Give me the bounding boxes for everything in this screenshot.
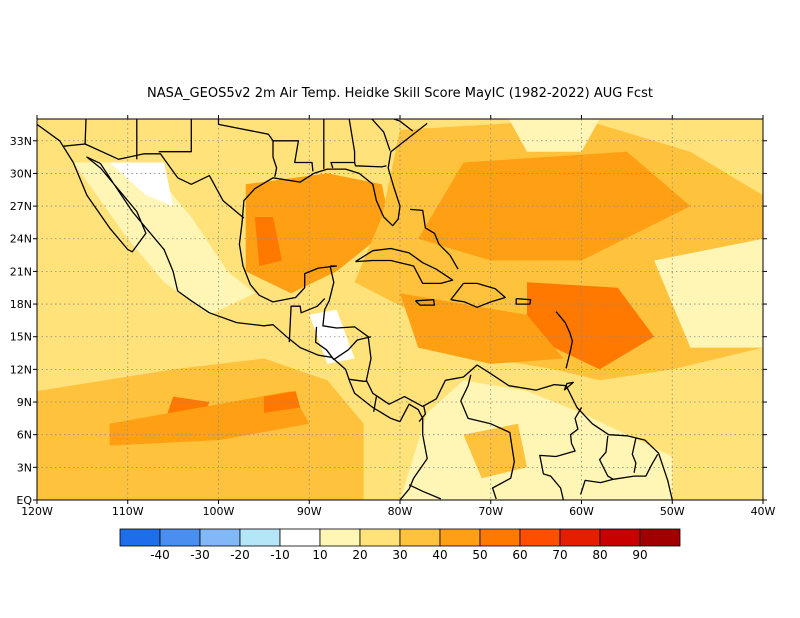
coastline-honduras-nicaragua: [333, 336, 372, 361]
coastline-us-states-fl-ga: [353, 162, 387, 168]
coastline-us-states-sc-nc: [371, 119, 414, 132]
coastline-jamaica: [414, 299, 436, 306]
skill-region-gulf-core: [254, 217, 282, 266]
coastline-colombia-ecuador-peru: [408, 484, 442, 500]
coastline-hispaniola: [450, 282, 506, 308]
colorbar-label: 50: [472, 548, 487, 562]
colorbar-swatch: [599, 528, 641, 547]
colorbar-swatch: [279, 528, 321, 547]
y-tick-label: 21N: [10, 265, 32, 278]
page-title: NASA_GEOS5v2 2m Air Temp. Heidke Skill S…: [147, 86, 653, 101]
colorbar-swatch: [479, 528, 521, 547]
x-tick-label: 40W: [751, 505, 776, 518]
y-tick-label: 27N: [10, 200, 32, 213]
coastline-bahamas: [409, 208, 459, 270]
x-axis-ticks: 120W 110W 100W 90W 80W 70W 60W 50W 40W: [21, 115, 776, 518]
colorbar-label: 70: [552, 548, 567, 562]
x-tick-label: 100W: [203, 505, 235, 518]
y-tick-label: 15N: [10, 331, 32, 344]
coastline-caribbean-coast-ca: [322, 265, 673, 500]
colorbar-label: 90: [632, 548, 647, 562]
x-tick-label: 50W: [660, 505, 685, 518]
y-tick-label: 33N: [10, 135, 32, 148]
coastlines: [37, 119, 673, 500]
coastline-panama-colombia: [418, 405, 427, 423]
y-tick-label: 9N: [17, 396, 32, 409]
coastline-colombia-venezuela: [460, 374, 515, 500]
y-tick-label: 18N: [10, 298, 32, 311]
colorbar-label: -30: [190, 548, 210, 562]
y-tick-label: 24N: [10, 233, 32, 246]
coastline-puerto-rico: [515, 297, 532, 305]
colorbar-swatch: [519, 528, 561, 547]
x-tick-label: 90W: [297, 505, 322, 518]
gridlines: [37, 119, 763, 500]
skill-region-pacific-core-2: [109, 391, 310, 446]
coastline-guyana-suriname: [598, 435, 614, 480]
x-tick-label: 80W: [388, 505, 413, 518]
skill-region-central-america-white: [309, 309, 355, 364]
colorbar-label: 40: [432, 548, 447, 562]
y-tick-label: 12N: [10, 363, 32, 376]
colorbar-label: -20: [230, 548, 250, 562]
skill-region-pacific-core-3: [263, 391, 301, 413]
x-tick-label: 110W: [112, 505, 144, 518]
coastline-venezuela-guyana: [539, 407, 583, 500]
skill-region-mexico-white: [109, 162, 174, 207]
colorbar-swatch: [159, 528, 201, 547]
skill-region-se-atlantic-pale: [654, 238, 763, 348]
coastline-us-states-ga-sc: [371, 119, 391, 151]
colorbar-label: 80: [592, 548, 607, 562]
colorbar-swatch: [119, 528, 161, 547]
coastline-mexico-guatemala-border: [288, 298, 326, 343]
coastline-fguiana-brazil: [579, 453, 659, 495]
coastline-north-america-coast: [37, 123, 428, 500]
coastline-guatemala-honduras: [314, 326, 335, 360]
y-tick-label: 6N: [17, 429, 32, 442]
skill-region-gulf-mexico: [245, 173, 391, 294]
skill-region-caribbean-mid: [400, 293, 564, 364]
coastline-cuba: [355, 247, 454, 285]
colorbar-swatch: [359, 528, 401, 547]
plot-area: [37, 119, 763, 500]
colorbar-swatch: [559, 528, 601, 547]
colorbar-swatch: [399, 528, 441, 547]
colorbar-label: 30: [392, 548, 407, 562]
colorbar: -40 -30 -20 -10 10 20 30 40 50 60 70 80 90: [119, 528, 681, 562]
colorbar-label: 20: [352, 548, 367, 562]
coastline-us-states-texas: [158, 119, 192, 153]
x-tick-label: 120W: [21, 505, 53, 518]
x-tick-label: 70W: [478, 505, 503, 518]
coastline-trinidad: [563, 381, 574, 391]
coastline-costa-rica-panama: [373, 396, 378, 412]
colorbar-swatch: [199, 528, 241, 547]
y-tick-label: EQ: [16, 494, 32, 507]
colorbar-swatch: [239, 528, 281, 547]
coastline-nicaragua-costa-rica: [348, 378, 367, 382]
coastline-usa-mexico-border: [63, 143, 245, 219]
coastline-suriname-fguiana: [631, 437, 637, 473]
coastline-gulf-coast: [238, 122, 428, 303]
colorbar-label: -40: [150, 548, 170, 562]
colorbar-label: -10: [270, 548, 290, 562]
y-tick-label: 3N: [17, 461, 32, 474]
y-tick-label: 30N: [10, 167, 32, 180]
colorbar-swatch: [319, 528, 361, 547]
coastline-us-states-ca-az: [84, 119, 87, 145]
coastline-us-states-la: [273, 140, 314, 172]
colorbar-swatch: [439, 528, 481, 547]
x-tick-label: 60W: [569, 505, 594, 518]
y-axis-ticks: EQ 3N 6N 9N 12N 15N 18N 21N 24N 27N 30N 33N: [10, 135, 767, 507]
colorbar-label: 60: [512, 548, 527, 562]
skill-region-atlantic-subtropical-core: [418, 151, 691, 261]
skill-region-atlantic-nw-pale: [508, 119, 600, 152]
colorbar-label: 10: [312, 548, 327, 562]
coastline-lesser-antilles: [555, 311, 574, 369]
colorbar-swatch: [639, 528, 681, 547]
